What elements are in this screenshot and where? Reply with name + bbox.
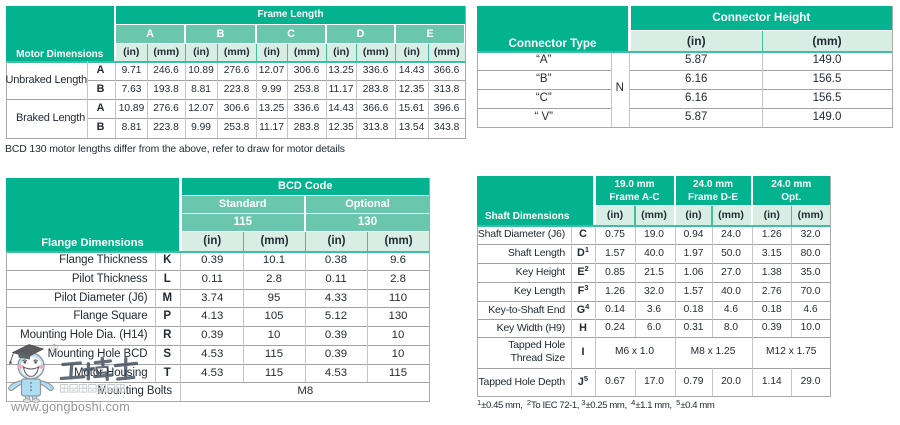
svg-text:R: R — [53, 345, 57, 350]
svg-text:www.gongboshi.com: www.gongboshi.com — [10, 400, 130, 414]
